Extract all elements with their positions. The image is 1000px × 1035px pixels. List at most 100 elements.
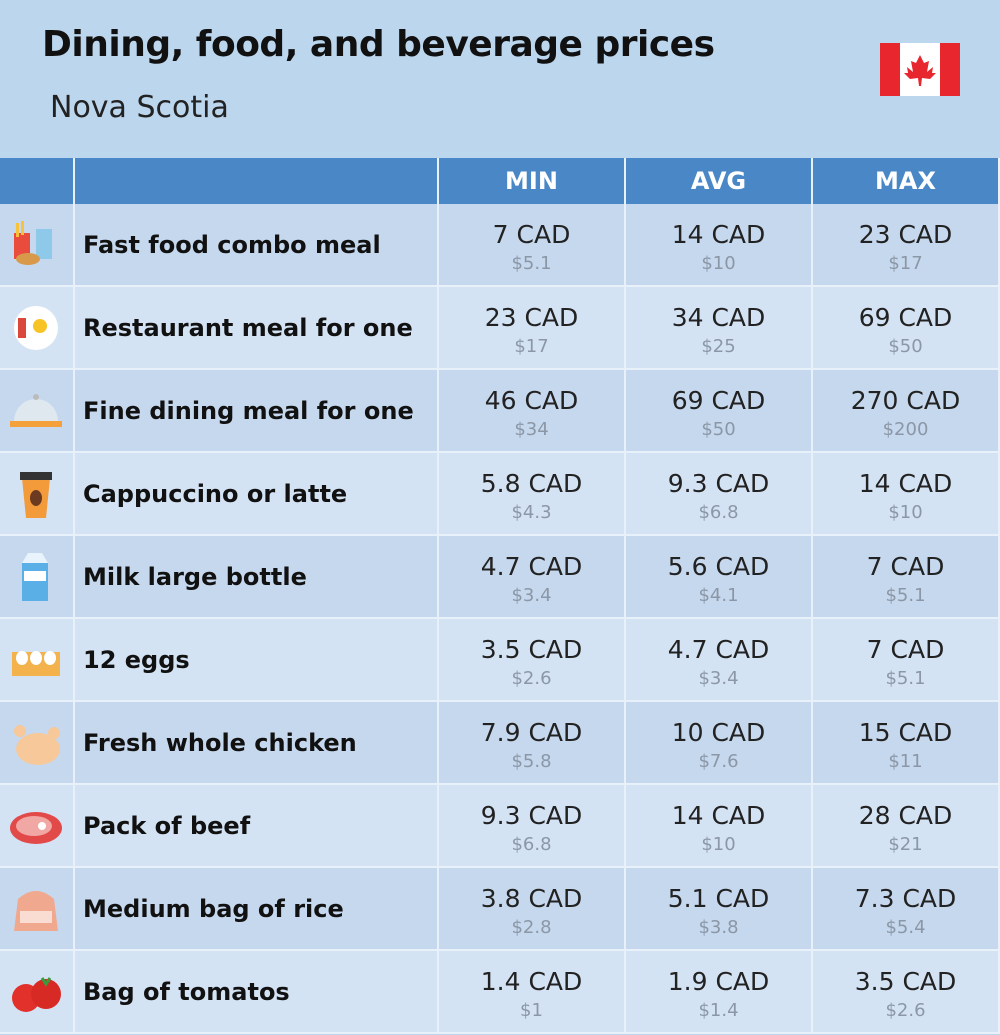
value-cell: 46 CAD $34	[439, 370, 626, 453]
usd-price: $50	[888, 336, 923, 357]
value-cell: 9.3 CAD $6.8	[626, 453, 813, 536]
icon-shape	[30, 651, 42, 665]
value-cell: 15 CAD $11	[813, 702, 1000, 785]
local-price: 34 CAD	[671, 303, 766, 332]
canada-flag	[880, 43, 960, 96]
value-cell: 69 CAD $50	[813, 287, 1000, 370]
icon-shape	[20, 472, 52, 518]
usd-price: $10	[701, 253, 736, 274]
header-cell	[0, 158, 75, 204]
icon-shape	[12, 977, 61, 1012]
local-price: 9.3 CAD	[667, 469, 770, 498]
icon-shape	[33, 394, 39, 400]
row-label: Pack of beef	[75, 785, 439, 868]
value-cell: 23 CAD $17	[439, 287, 626, 370]
icon-shape	[18, 318, 26, 338]
local-price: 7.3 CAD	[854, 884, 957, 913]
local-price: 7 CAD	[866, 635, 945, 664]
local-price: 46 CAD	[484, 386, 579, 415]
column-header: MAX	[813, 158, 1000, 204]
icon-shape	[14, 233, 30, 259]
local-price: 28 CAD	[858, 801, 953, 830]
local-price: 1.4 CAD	[480, 967, 583, 996]
icon-shape	[16, 651, 28, 665]
value-cell: 14 CAD $10	[813, 453, 1000, 536]
row-label: Milk large bottle	[75, 536, 439, 619]
icon-shape	[20, 911, 52, 923]
icon-cell	[0, 204, 75, 287]
row-label: Cappuccino or latte	[75, 453, 439, 536]
value-cell: 69 CAD $50	[626, 370, 813, 453]
usd-price: $3.8	[698, 917, 739, 938]
icon-shape	[33, 319, 47, 333]
icon-cell	[0, 951, 75, 1034]
usd-price: $17	[514, 336, 549, 357]
row-label: Fine dining meal for one	[75, 370, 439, 453]
icon-cell	[0, 370, 75, 453]
value-cell: 5.8 CAD $4.3	[439, 453, 626, 536]
value-cell: 23 CAD $17	[813, 204, 1000, 287]
icon-shape	[10, 812, 62, 844]
icon-shape	[16, 253, 40, 265]
value-cell: 3.5 CAD $2.6	[439, 619, 626, 702]
value-cell: 5.6 CAD $4.1	[626, 536, 813, 619]
value-cell: 14 CAD $10	[626, 204, 813, 287]
value-cell: 28 CAD $21	[813, 785, 1000, 868]
icon-shape	[36, 229, 52, 259]
usd-price: $21	[888, 834, 923, 855]
local-price: 23 CAD	[858, 220, 953, 249]
row-label: Bag of tomatos	[75, 951, 439, 1034]
icon-shape	[22, 553, 48, 563]
icon-cell	[0, 287, 75, 370]
value-cell: 1.9 CAD $1.4	[626, 951, 813, 1034]
value-cell: 5.1 CAD $3.8	[626, 868, 813, 951]
usd-price: $7.6	[698, 751, 739, 772]
icon-shape	[40, 977, 52, 987]
local-price: 3.8 CAD	[480, 884, 583, 913]
flag-bar	[880, 43, 900, 96]
icon-cell	[0, 453, 75, 536]
usd-price: $1.4	[698, 1000, 739, 1021]
local-price: 4.7 CAD	[480, 552, 583, 581]
value-cell: 1.4 CAD $1	[439, 951, 626, 1034]
local-price: 69 CAD	[671, 386, 766, 415]
icon-shape	[10, 394, 62, 427]
usd-price: $34	[514, 419, 549, 440]
usd-price: $50	[701, 419, 736, 440]
icon-shape	[24, 571, 46, 581]
usd-price: $3.4	[698, 668, 739, 689]
local-price: 7 CAD	[866, 552, 945, 581]
usd-price: $25	[701, 336, 736, 357]
local-price: 14 CAD	[671, 801, 766, 830]
local-price: 69 CAD	[858, 303, 953, 332]
local-price: 7.9 CAD	[480, 718, 583, 747]
icon-cell	[0, 702, 75, 785]
usd-price: $200	[882, 419, 929, 440]
icon-shape	[16, 223, 19, 237]
usd-price: $5.1	[885, 585, 926, 606]
icon-shape	[21, 221, 24, 235]
local-price: 7 CAD	[492, 220, 571, 249]
usd-price: $6.8	[698, 502, 739, 523]
row-label: Medium bag of rice	[75, 868, 439, 951]
maple-leaf	[904, 55, 936, 86]
icon-shape	[20, 472, 52, 480]
local-price: 9.3 CAD	[480, 801, 583, 830]
icon-shape	[22, 553, 48, 601]
icon-shape	[38, 822, 46, 830]
usd-price: $1	[520, 1000, 543, 1021]
usd-price: $6.8	[511, 834, 552, 855]
icon-shape	[48, 727, 60, 739]
usd-price: $5.4	[885, 917, 926, 938]
value-cell: 7 CAD $5.1	[813, 619, 1000, 702]
row-label: Fast food combo meal	[75, 204, 439, 287]
local-price: 23 CAD	[484, 303, 579, 332]
icon-shape	[10, 421, 62, 427]
icon-shape	[14, 725, 26, 737]
value-cell: 3.8 CAD $2.8	[439, 868, 626, 951]
usd-price: $2.6	[511, 668, 552, 689]
local-price: 15 CAD	[858, 718, 953, 747]
local-price: 10 CAD	[671, 718, 766, 747]
icon-cell	[0, 785, 75, 868]
icon-shape	[44, 651, 56, 665]
